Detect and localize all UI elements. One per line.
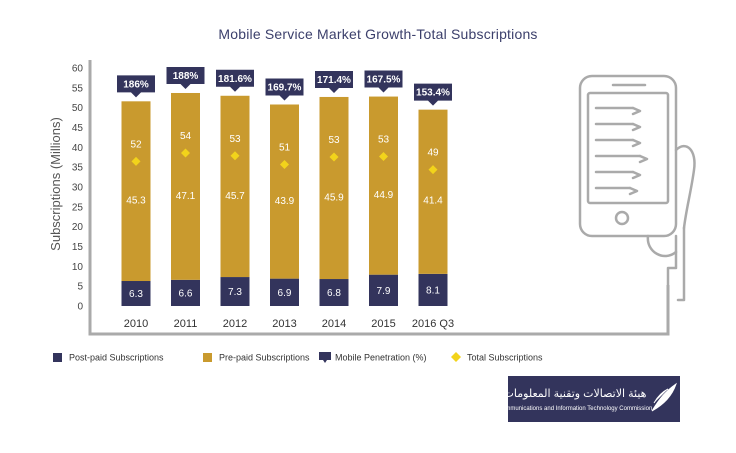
x-tick-label: 2015 (371, 318, 395, 330)
y-tick-label: 20 (72, 222, 84, 233)
penetration-callout (315, 70, 353, 93)
y-tick-label: 5 (77, 282, 83, 293)
total-subscriptions-marker (131, 156, 141, 166)
total-subscriptions-label: 53 (328, 135, 340, 146)
bar-postpaid (319, 279, 349, 306)
prepaid-value-label: 45.9 (324, 193, 344, 204)
bar-prepaid (270, 104, 299, 279)
penetration-value-label: 167.5% (367, 75, 401, 86)
x-tick-label: 2013 (272, 318, 296, 330)
postpaid-value-label: 6.9 (278, 288, 292, 299)
penetration-callout (166, 66, 205, 89)
y-tick-label: 30 (72, 183, 84, 194)
y-axis-label: Subscriptions (Millions) (48, 117, 63, 251)
legend-label: Post-paid Subscriptions (69, 353, 164, 363)
penetration-value-label: 171.4% (317, 75, 351, 86)
prepaid-value-label: 45.3 (126, 196, 146, 207)
prepaid-value-label: 43.9 (275, 196, 295, 207)
total-subscriptions-marker (379, 152, 388, 162)
legend-swatch (319, 352, 331, 363)
total-subscriptions-label: 54 (180, 131, 192, 142)
y-tick-label: 15 (72, 242, 84, 253)
total-subscriptions-marker (181, 148, 190, 158)
prepaid-value-label: 44.9 (374, 190, 394, 201)
total-subscriptions-label: 52 (130, 139, 142, 150)
x-tick-label: 2012 (223, 318, 247, 330)
legend: Post-paid Subscriptions Pre-paid Subscrip… (53, 352, 543, 363)
prepaid-value-label: 41.4 (423, 195, 443, 206)
total-subscriptions-label: 53 (378, 135, 390, 146)
bar-postpaid (270, 278, 299, 306)
x-axis-ticks: 2010 2011 2012 2013 2014 2015 2016 Q3 (124, 318, 454, 330)
chart-frame (88, 60, 670, 336)
y-tick-label: 35 (72, 163, 84, 174)
phone-hand-illustration (578, 74, 696, 302)
x-tick-label: 2014 (322, 318, 346, 330)
logo: هيئة الاتصالات وتقنية المعلومات Communic… (498, 376, 680, 422)
y-tick-label: 25 (72, 202, 84, 213)
bar-prepaid (319, 96, 349, 280)
y-tick-label: 40 (72, 143, 84, 154)
logo-english-text: Communications and Information Technolog… (498, 406, 653, 412)
penetration-callout (216, 69, 254, 92)
bars: 6.3 45.3 52 186% 6.6 47.1 54 188% 7.3 45.7 53 181.6… (117, 66, 452, 306)
x-tick-label: 2011 (174, 318, 198, 330)
chart-title: Mobile Service Market Growth-Total Subsc… (218, 26, 537, 42)
bar-postpaid (418, 273, 448, 306)
y-tick-label: 0 (77, 302, 83, 313)
penetration-value-label: 153.4% (416, 88, 450, 99)
bar-postpaid (121, 281, 151, 306)
penetration-value-label: 169.7% (268, 82, 302, 93)
bar-postpaid (220, 277, 250, 306)
legend-label: Mobile Penetration (%) (335, 353, 427, 363)
bar-prepaid (121, 101, 151, 282)
prepaid-value-label: 47.1 (176, 191, 196, 202)
postpaid-value-label: 6.6 (179, 288, 193, 299)
total-subscriptions-label: 49 (427, 148, 439, 159)
x-tick-label: 2016 Q3 (412, 318, 454, 330)
bar-prepaid (220, 95, 250, 278)
y-tick-label: 60 (72, 64, 84, 75)
bar-prepaid (418, 109, 448, 274)
logo-emblem-icon (651, 382, 677, 412)
prepaid-value-label: 45.7 (225, 191, 245, 202)
y-tick-label: 55 (72, 83, 84, 94)
legend-swatch (451, 352, 461, 362)
total-subscriptions-label: 51 (279, 142, 291, 153)
postpaid-value-label: 6.3 (129, 289, 143, 300)
penetration-callout (414, 83, 452, 106)
postpaid-value-label: 6.8 (327, 288, 341, 299)
total-subscriptions-marker (428, 165, 438, 175)
y-axis-ticks: 0 5 10 15 20 25 30 35 40 45 50 55 60 (72, 64, 84, 313)
penetration-callout (117, 75, 155, 98)
bar-postpaid (171, 279, 200, 306)
y-tick-label: 10 (72, 262, 84, 273)
legend-label: Total Subscriptions (467, 353, 543, 363)
total-subscriptions-marker (280, 159, 289, 169)
total-subscriptions-label: 53 (229, 134, 241, 145)
postpaid-value-label: 7.3 (228, 287, 242, 298)
penetration-value-label: 188% (173, 71, 199, 82)
postpaid-value-label: 7.9 (377, 286, 391, 297)
y-tick-label: 50 (72, 103, 84, 114)
y-tick-label: 45 (72, 123, 84, 134)
penetration-value-label: 186% (123, 79, 149, 90)
bar-prepaid (171, 92, 200, 280)
x-tick-label: 2010 (124, 318, 148, 330)
logo-arabic-text: هيئة الاتصالات وتقنية المعلومات (504, 388, 647, 400)
legend-swatch (203, 353, 212, 362)
legend-label: Pre-paid Subscriptions (219, 353, 310, 363)
penetration-callout (364, 70, 403, 93)
bar-prepaid (369, 96, 398, 275)
penetration-callout (265, 78, 304, 101)
total-subscriptions-marker (329, 152, 339, 162)
legend-swatch (53, 353, 62, 362)
total-subscriptions-marker (230, 151, 240, 161)
postpaid-value-label: 8.1 (426, 285, 440, 296)
penetration-value-label: 181.6% (218, 74, 252, 85)
bar-postpaid (369, 274, 398, 306)
